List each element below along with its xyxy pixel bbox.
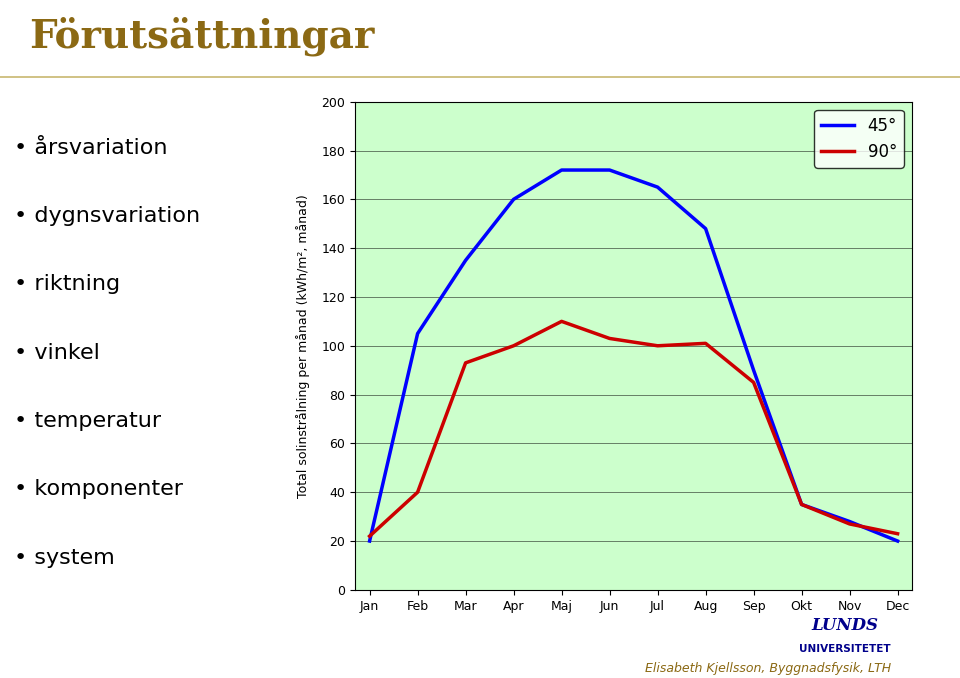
Y-axis label: Total solinstrålning per månad (kWh/m², månad): Total solinstrålning per månad (kWh/m², … (297, 194, 310, 498)
Text: • komponenter: • komponenter (14, 479, 183, 499)
Text: • årsvariation: • årsvariation (14, 138, 168, 157)
Text: • riktning: • riktning (14, 275, 121, 294)
Text: Elisabeth Kjellsson, Byggnadsfysik, LTH: Elisabeth Kjellsson, Byggnadsfysik, LTH (645, 662, 891, 675)
Text: LUNDS: LUNDS (811, 617, 878, 634)
Legend: 45°, 90°: 45°, 90° (814, 110, 903, 167)
Text: • system: • system (14, 548, 115, 567)
Text: • dygnsvariation: • dygnsvariation (14, 206, 201, 226)
Text: • temperatur: • temperatur (14, 411, 161, 431)
Text: Förutsättningar: Förutsättningar (29, 16, 374, 56)
Text: • vinkel: • vinkel (14, 342, 100, 363)
Text: UNIVERSITETET: UNIVERSITETET (799, 644, 891, 654)
